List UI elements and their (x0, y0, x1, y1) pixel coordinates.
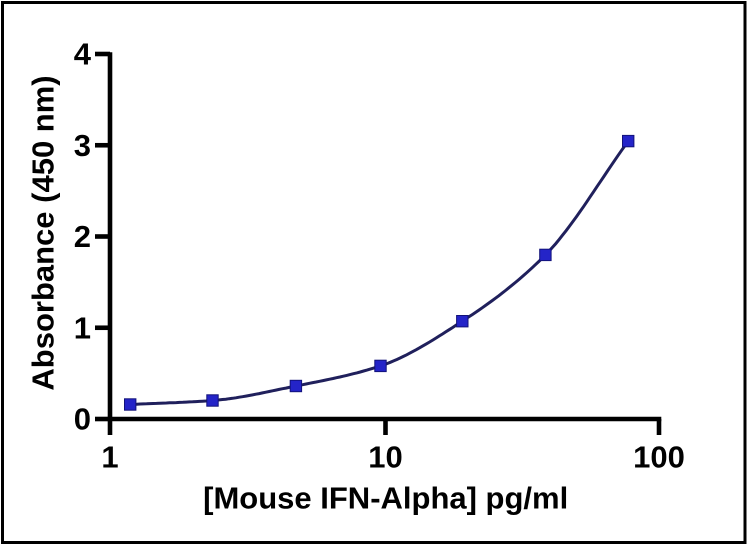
svg-text:[Mouse IFN-Alpha] pg/ml: [Mouse IFN-Alpha] pg/ml (203, 481, 568, 516)
svg-text:10: 10 (368, 440, 402, 475)
svg-text:1: 1 (74, 310, 91, 345)
svg-text:2: 2 (74, 219, 91, 254)
svg-text:3: 3 (74, 128, 91, 163)
svg-text:100: 100 (633, 440, 685, 475)
svg-text:1: 1 (101, 440, 118, 475)
svg-text:Absorbance (450 nm): Absorbance (450 nm) (25, 75, 60, 390)
svg-text:0: 0 (74, 402, 91, 437)
svg-text:4: 4 (74, 37, 92, 72)
